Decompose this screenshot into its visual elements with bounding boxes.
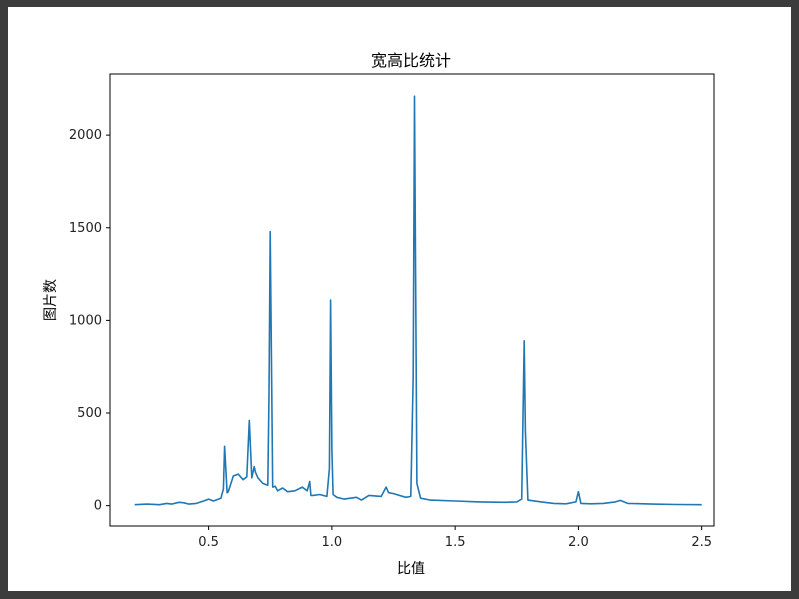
chart-title: 宽高比统计 — [371, 51, 451, 70]
x-axis-label: 比值 — [397, 561, 425, 577]
data-line — [134, 95, 702, 506]
x-tick-label: 1.5 — [445, 535, 466, 550]
y-tick-label: 500 — [77, 406, 102, 421]
y-tick-label: 1500 — [69, 221, 102, 236]
line-chart: 宽高比统计 0.5 1.0 1.5 2.0 2.5 0 500 1000 1500 2000 比… — [43, 51, 715, 577]
y-tick-label: 0 — [94, 499, 102, 514]
y-tick-label: 2000 — [69, 128, 102, 143]
x-tick-label: 1.0 — [322, 535, 343, 550]
y-tick-label: 1000 — [69, 313, 102, 328]
x-tick-label: 2.0 — [568, 535, 589, 550]
x-tick-label: 2.5 — [691, 535, 712, 550]
y-axis-label: 图片数 — [43, 279, 59, 321]
x-tick-label: 0.5 — [198, 535, 219, 550]
figure: 宽高比统计 0.5 1.0 1.5 2.0 2.5 0 500 1000 1500 2000 比… — [8, 7, 791, 591]
plot-area — [109, 73, 715, 527]
y-axis: 0 500 1000 1500 2000 — [69, 128, 110, 514]
x-axis: 0.5 1.0 1.5 2.0 2.5 — [198, 526, 712, 550]
